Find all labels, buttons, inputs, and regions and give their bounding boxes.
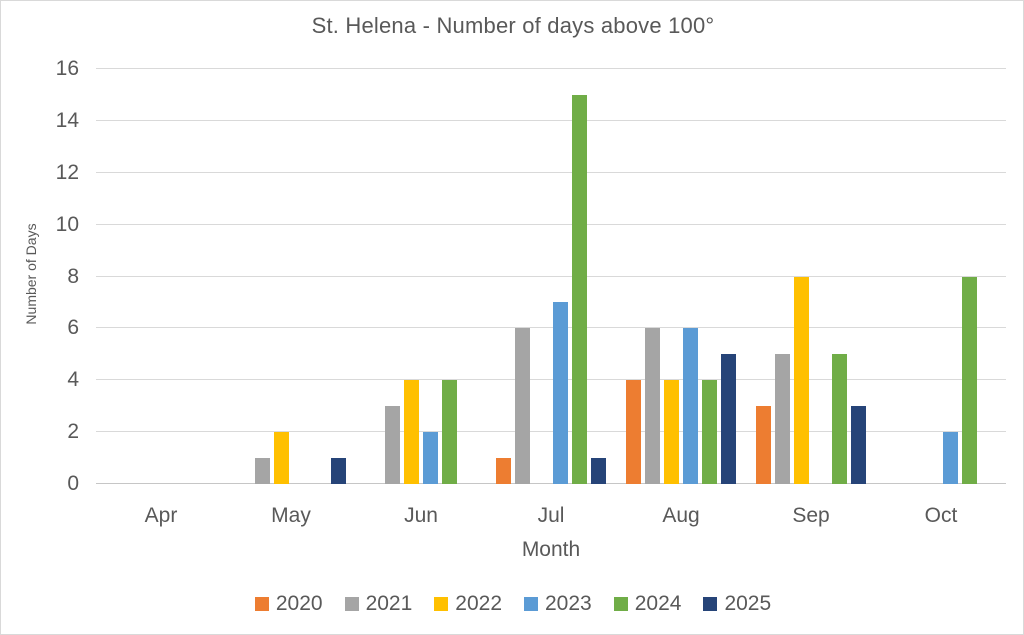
- x-axis-line: [96, 483, 1006, 484]
- legend-swatch-2024: [613, 597, 628, 611]
- bar-2022-jun: [404, 380, 419, 484]
- y-tick-label: 10: [55, 212, 79, 236]
- plot-area: [96, 68, 1006, 484]
- legend-swatch-2025: [703, 597, 718, 611]
- y-tick-label: 6: [67, 316, 79, 340]
- bar-2021-jul: [515, 328, 530, 484]
- bar-2020-jul: [496, 458, 511, 484]
- bar-group-apr: [96, 69, 226, 484]
- bar-2024-aug: [702, 380, 717, 484]
- x-tick-label-apr: Apr: [144, 504, 178, 527]
- bar-2025-sep: [851, 406, 866, 484]
- x-tick-label-oct: Oct: [924, 504, 958, 527]
- gridline: [96, 379, 1006, 381]
- y-tick-label: 16: [55, 57, 79, 80]
- legend-item-2023: 2023: [524, 592, 592, 616]
- x-axis-tick-labels: Apr May Jun Jul Aug Sep Oct: [96, 504, 1006, 528]
- x-tick-label-jul: Jul: [537, 504, 565, 527]
- x-tick-label-jun: Jun: [404, 504, 438, 527]
- legend-item-2021: 2021: [344, 592, 413, 616]
- bar-2021-sep: [775, 354, 790, 484]
- bar-group-sep: [746, 69, 876, 484]
- bar-groups: [96, 69, 1006, 484]
- legend-swatch-2023: [524, 597, 538, 611]
- x-tick-label-may: May: [271, 504, 311, 527]
- bar-2024-oct: [962, 276, 977, 484]
- bar-group-aug: [616, 69, 746, 484]
- bar-2024-jul: [572, 94, 587, 484]
- y-tick-label: 8: [67, 264, 79, 288]
- bar-group-may: [226, 69, 356, 484]
- bar-2025-jul: [591, 458, 606, 484]
- gridline: [96, 431, 1006, 433]
- legend-label-2025: 2025: [724, 592, 772, 615]
- x-tick-label-aug: Aug: [662, 504, 700, 527]
- gridline: [96, 68, 1006, 69]
- bar-2021-aug: [645, 328, 660, 484]
- gridline: [96, 223, 1006, 225]
- chart-title: St. Helena - Number of days above 100°: [311, 13, 715, 38]
- bar-2022-may: [274, 432, 289, 484]
- bar-group-oct: [876, 69, 1006, 484]
- gridline: [96, 171, 1006, 173]
- y-tick-label: 0: [67, 472, 79, 495]
- x-axis-title: Month: [521, 538, 581, 561]
- x-tick-label-sep: Sep: [792, 504, 830, 527]
- gridline: [96, 327, 1006, 329]
- bar-2020-sep: [756, 406, 771, 484]
- legend-swatch-2022: [434, 597, 449, 611]
- y-tick-label: 4: [67, 368, 79, 392]
- bar-2022-aug: [664, 380, 679, 484]
- bar-2024-sep: [832, 354, 847, 484]
- y-tick-label: 14: [55, 108, 79, 132]
- bar-group-jun: [356, 69, 486, 484]
- bar-2023-jul: [553, 302, 568, 484]
- legend-swatch-2020: [254, 597, 269, 611]
- legend-label-2022: 2022: [455, 592, 502, 615]
- legend-swatch-2021: [344, 597, 359, 611]
- bar-2023-jun: [423, 432, 438, 484]
- bar-2024-jun: [442, 380, 457, 484]
- legend-label-2020: 2020: [275, 592, 323, 615]
- legend-label-2024: 2024: [634, 592, 682, 615]
- legend-label-2023: 2023: [545, 592, 592, 615]
- legend-item-2024: 2024: [613, 592, 682, 616]
- gridline: [96, 275, 1006, 277]
- y-axis-tick-labels: 0 2 4 6 8 10 12 14 16: [1, 57, 79, 495]
- bar-2025-aug: [721, 354, 736, 484]
- y-tick-label: 12: [55, 160, 79, 184]
- legend-label-2021: 2021: [365, 592, 413, 615]
- bar-2021-may: [255, 458, 270, 484]
- legend-item-2022: 2022: [434, 592, 502, 616]
- y-tick-label: 2: [67, 420, 79, 444]
- legend-item-2020: 2020: [254, 592, 323, 616]
- bar-2023-oct: [943, 432, 958, 484]
- gridline: [96, 119, 1006, 121]
- bar-group-jul: [486, 69, 616, 484]
- bar-2022-sep: [794, 276, 809, 484]
- bar-2021-jun: [385, 406, 400, 484]
- bar-2023-aug: [683, 328, 698, 484]
- bar-2020-aug: [626, 380, 641, 484]
- legend-item-2025: 2025: [703, 592, 771, 616]
- chart-legend: 2020 2021 2022 2023 2024 2025: [1, 592, 1024, 616]
- bar-2025-may: [331, 458, 346, 484]
